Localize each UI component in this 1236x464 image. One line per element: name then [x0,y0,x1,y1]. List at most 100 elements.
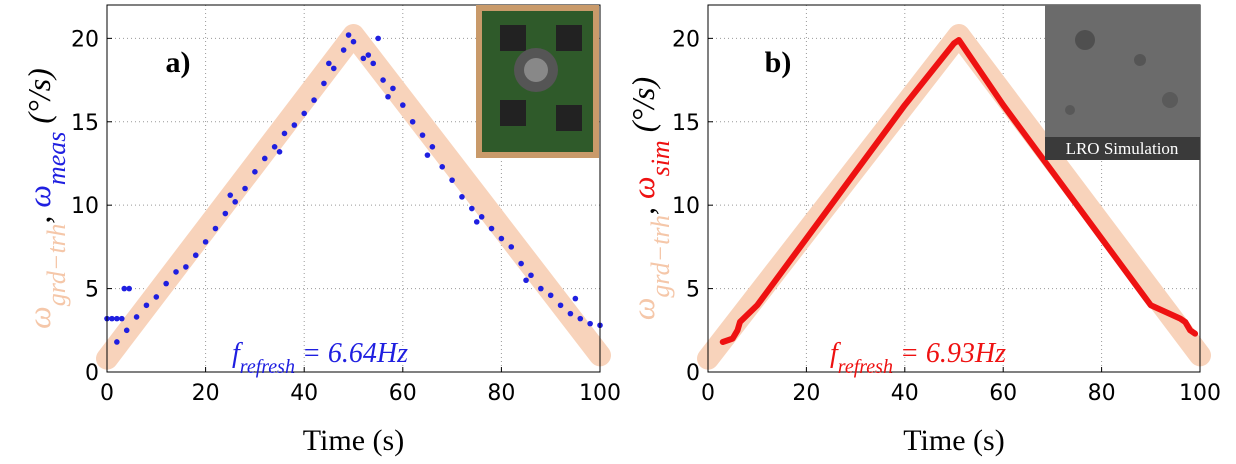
x-tick-label: 60 [989,381,1017,406]
axes-frame [106,4,601,373]
x-tick-label: 100 [1179,381,1221,406]
data-point [459,194,465,200]
y-tick-label: 0 [686,361,700,386]
data-point [183,264,189,270]
x-tick-label: 20 [192,381,220,406]
data-line [719,37,1199,345]
data-point [523,277,529,284]
x-tick-label: 20 [792,381,820,406]
data-point [557,302,564,309]
data-point [340,47,347,53]
text-part: , [625,199,661,215]
truth-band [96,24,611,370]
text-part: = 6.64Hz [295,338,408,369]
x-tick-label: 40 [290,381,318,406]
annotation: frefresh = 6.93Hz [830,338,1006,378]
y-axis-label: ωgrd−trh, ωsim (°/s) [625,77,675,320]
x-tick-label: 60 [389,381,417,406]
data-point [478,214,485,220]
panel: 0 20 40 60 80 100 0 5 10 15 20 a) Time (s) ωgrd−trh, … [21,4,621,457]
data-point [330,65,337,72]
x-tick-label: 80 [1088,381,1116,406]
data-point [528,272,534,279]
x-tick-label: 0 [701,381,715,406]
data-point [232,199,238,205]
data-point [301,110,308,117]
data-point [577,315,584,322]
data-point [227,192,234,198]
y-tick-label: 20 [672,27,700,52]
data-point [192,252,199,259]
subscript: sim [646,140,675,176]
data-point [390,85,396,92]
data-point [370,60,377,67]
y-tick-label: 15 [672,111,700,136]
inset-label: LRO Simulation [1066,139,1179,158]
x-tick-label: 0 [100,381,114,406]
subscript: refresh [838,356,893,378]
y-axis-label: ωgrd−trh, ωmeas (°/s) [21,68,71,329]
data-point [326,60,332,67]
data-point [153,294,160,300]
data-point [252,169,258,175]
text-part: f [830,338,841,369]
data-point [114,315,120,322]
data-point [121,285,128,292]
x-tick-label: 40 [891,381,919,406]
data-point [173,269,179,275]
axes-frame [707,4,1201,373]
inset-board [476,5,599,158]
x-tick-label: 100 [579,381,621,406]
text-part: f [232,338,243,369]
data-point [345,32,352,38]
data-point [276,149,283,155]
data-point [133,314,140,320]
data-point [222,210,229,217]
data-point [123,327,130,334]
data-point [118,315,125,322]
data-point [350,38,357,45]
data-point [498,235,505,242]
data-point [321,80,327,87]
subscript: grd−trh [646,215,675,298]
x-axis-label: Time (s) [303,424,404,457]
y-tick-label: 10 [672,194,700,219]
data-point [572,295,579,302]
data-point [114,339,120,345]
data-point [400,102,406,108]
x-tick-label: 80 [487,381,515,406]
y-tick-label: 15 [71,111,99,136]
truth-band [697,24,1211,370]
data-point [547,292,554,299]
subscript: refresh [240,356,295,378]
text-part: (°/s) [625,77,661,140]
panel-label: a) [166,46,191,79]
data-point [538,285,544,292]
data-point [488,225,495,232]
data-point [261,155,268,162]
subscript: meas [42,132,71,185]
data-point [109,315,115,322]
text-part: ω [625,176,661,199]
data-point [518,260,524,267]
data-point [360,55,367,62]
data-point [409,118,416,125]
data-point [126,285,132,292]
y-tick-label: 20 [71,27,99,52]
data-point [419,132,426,138]
text-part: ω [21,185,57,208]
data-point [449,177,455,183]
x-axis-label: Time (s) [903,424,1004,457]
data-point [212,225,219,232]
data-point [469,205,475,212]
text-part: ω [21,306,57,329]
text-part: = 6.93Hz [893,338,1006,369]
text-part: , [21,208,57,224]
text-part: (°/s) [21,68,57,131]
data-point [375,35,381,42]
data-point [439,164,446,170]
annotation: frefresh = 6.64Hz [232,338,408,378]
data-point [380,77,386,83]
